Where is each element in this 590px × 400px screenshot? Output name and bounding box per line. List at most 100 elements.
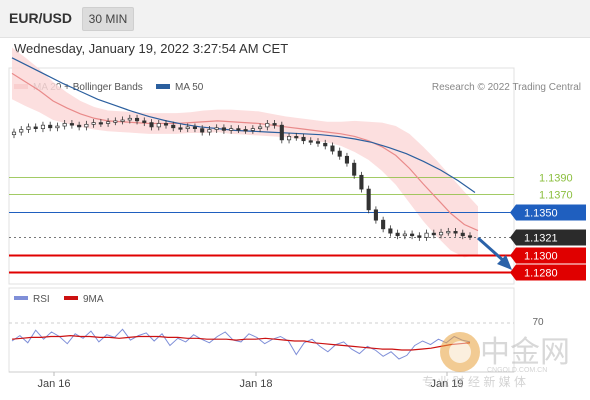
rsi-ma-line [11, 334, 471, 351]
candle [77, 121, 82, 131]
candle [185, 123, 190, 133]
candle [11, 128, 17, 139]
level-label-1.1300: 1.1300 [524, 251, 558, 263]
timeframe-button[interactable]: 30 MIN [82, 7, 134, 31]
ma50-line [11, 57, 476, 194]
candle [265, 120, 270, 131]
candle [301, 133, 306, 145]
candle [120, 116, 125, 125]
level-label-1.1370: 1.1370 [539, 190, 573, 202]
candle [424, 229, 429, 241]
candle [229, 125, 234, 134]
candle [163, 120, 169, 129]
forecast-arrow-icon [477, 236, 512, 270]
candle [308, 137, 313, 146]
candle [373, 206, 378, 224]
candle [106, 118, 111, 127]
candle [395, 229, 400, 240]
candle [286, 132, 292, 144]
candle [446, 227, 451, 236]
level-label-1.1280: 1.1280 [524, 268, 558, 280]
rsi-level-label: 70 [532, 317, 544, 328]
candlesticks [11, 114, 473, 241]
candle [315, 138, 321, 147]
candle [134, 114, 140, 125]
x-tick-label: Jan 16 [37, 378, 70, 390]
candle [171, 121, 176, 132]
candle [381, 216, 386, 233]
ma50-legend-swatch [156, 84, 170, 89]
candle [294, 132, 299, 141]
rsi-legend-label: RSI [33, 294, 50, 305]
candle [467, 232, 473, 241]
watermark-tagline: 专 业 财 经 新 媒 体 [422, 374, 526, 389]
candle [178, 124, 183, 133]
candle [221, 124, 226, 134]
price-levels: 1.1390 1.1370 1.1350 1.1321 1.1300 1.1280 [9, 173, 586, 281]
candle [410, 230, 415, 240]
watermark-url: CNGOLD.COM.CN [487, 367, 547, 374]
candle [272, 120, 277, 129]
candle [26, 123, 31, 133]
level-label-1.1390: 1.1390 [539, 173, 573, 185]
candle [330, 142, 335, 155]
bollinger-band [12, 47, 478, 258]
level-label-1.1350: 1.1350 [524, 208, 558, 220]
candle [453, 227, 458, 237]
x-tick-label: Jan 19 [430, 378, 463, 390]
candle [40, 121, 46, 133]
candle [431, 229, 436, 239]
candle [279, 121, 284, 144]
candle [19, 126, 24, 136]
candle [243, 126, 248, 134]
candle [250, 125, 255, 134]
rsi-ma-legend-label: 9MA [83, 294, 104, 305]
rsi-ma-legend-swatch [64, 296, 78, 300]
candle [127, 114, 132, 124]
candle [417, 232, 422, 241]
candle [344, 152, 350, 167]
price-panel-frame [8, 67, 515, 285]
candle [359, 171, 364, 193]
candle [200, 125, 205, 136]
candle [460, 229, 465, 240]
rsi-legend-swatch [14, 296, 28, 300]
level-tag-1.1280 [516, 264, 586, 281]
candle [337, 147, 342, 160]
candle [84, 120, 89, 131]
watermark-logo-icon [440, 332, 480, 372]
currency-pair-label: EUR/USD [9, 10, 73, 26]
ma20-line [11, 72, 479, 232]
candle [33, 123, 38, 133]
candle [91, 119, 96, 128]
candle [323, 139, 328, 150]
candle [207, 126, 212, 136]
level-tag-1.1350 [516, 204, 586, 221]
candle [55, 122, 60, 132]
moving-averages [11, 57, 479, 232]
watermark-name: 中金网 [480, 336, 570, 369]
credit-text: Research © 2022 Trading Central [432, 82, 581, 93]
candle [192, 123, 198, 133]
rsi-line [11, 328, 471, 360]
candle [48, 121, 53, 132]
ma20-legend-label: MA 20 + Bollinger Bands [33, 82, 143, 93]
candle [352, 159, 357, 179]
candle [62, 120, 67, 130]
candle [98, 119, 103, 127]
watermark: 中金网 CNGOLD.COM.CN 专 业 财 经 新 媒 体 [422, 332, 570, 389]
candle [214, 124, 219, 133]
candle [149, 119, 154, 131]
candle [388, 225, 393, 237]
level-label-1.1321: 1.1321 [524, 233, 558, 245]
candle [69, 120, 74, 129]
candle [366, 185, 371, 214]
rsi-lines [11, 328, 471, 360]
candle [156, 120, 161, 131]
x-axis: Jan 16 Jan 18 Jan 19 [37, 372, 464, 390]
bollinger-band-area [12, 47, 478, 258]
candle [258, 123, 263, 133]
candle [236, 125, 241, 133]
candle [438, 228, 444, 239]
